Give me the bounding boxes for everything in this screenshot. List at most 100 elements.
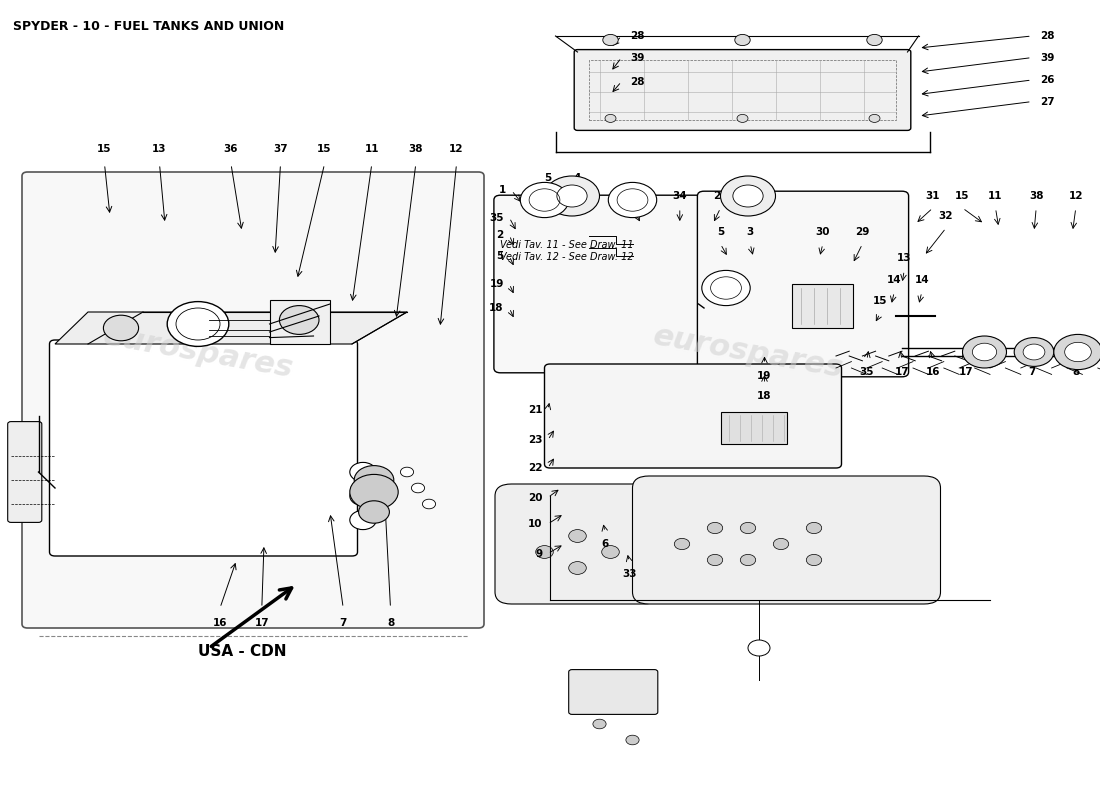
Text: 8: 8 <box>387 618 394 627</box>
Circle shape <box>605 114 616 122</box>
FancyBboxPatch shape <box>494 195 705 373</box>
Circle shape <box>557 185 587 207</box>
Circle shape <box>400 467 414 477</box>
Text: 15: 15 <box>872 296 888 306</box>
Circle shape <box>740 554 756 566</box>
Circle shape <box>1054 334 1100 370</box>
Text: 15: 15 <box>317 144 332 154</box>
Text: 15: 15 <box>955 190 970 201</box>
Text: 12: 12 <box>1068 190 1084 201</box>
Circle shape <box>674 538 690 550</box>
Text: 39: 39 <box>630 53 645 62</box>
FancyBboxPatch shape <box>50 340 358 556</box>
Circle shape <box>720 176 775 216</box>
Text: 28: 28 <box>630 31 645 41</box>
Circle shape <box>167 302 229 346</box>
Circle shape <box>962 336 1006 368</box>
Circle shape <box>707 522 723 534</box>
FancyBboxPatch shape <box>697 191 909 377</box>
Circle shape <box>608 182 657 218</box>
Text: 26: 26 <box>1041 75 1055 85</box>
Text: 38: 38 <box>1028 190 1044 201</box>
Text: 9: 9 <box>536 549 542 558</box>
FancyBboxPatch shape <box>544 364 842 468</box>
FancyBboxPatch shape <box>632 476 940 604</box>
Text: 38: 38 <box>408 144 424 154</box>
Text: 7: 7 <box>340 618 346 627</box>
Circle shape <box>350 462 376 482</box>
Circle shape <box>806 522 822 534</box>
Text: 2: 2 <box>496 230 504 240</box>
Text: 19: 19 <box>757 371 772 381</box>
Text: eurospares: eurospares <box>650 321 846 383</box>
Text: 25: 25 <box>713 190 728 201</box>
Circle shape <box>350 486 376 506</box>
Text: 21: 21 <box>528 405 542 414</box>
Text: 29: 29 <box>855 227 870 237</box>
Text: 17: 17 <box>254 618 270 627</box>
Text: 30: 30 <box>815 227 830 237</box>
Text: 31: 31 <box>925 190 940 201</box>
Text: 35: 35 <box>490 213 504 222</box>
FancyBboxPatch shape <box>569 670 658 714</box>
Circle shape <box>707 554 723 566</box>
Text: 36: 36 <box>223 144 239 154</box>
Text: 20: 20 <box>528 493 542 502</box>
Circle shape <box>1023 344 1045 360</box>
Text: 16: 16 <box>212 618 228 627</box>
Text: 4: 4 <box>574 173 581 183</box>
Circle shape <box>702 270 750 306</box>
Text: 11: 11 <box>364 144 380 154</box>
Circle shape <box>867 34 882 46</box>
Bar <box>720 412 786 444</box>
Circle shape <box>740 522 756 534</box>
Text: 32: 32 <box>938 211 954 221</box>
Circle shape <box>972 343 997 361</box>
Circle shape <box>602 546 619 558</box>
Circle shape <box>544 176 600 216</box>
Circle shape <box>737 114 748 122</box>
Text: 23: 23 <box>528 435 542 445</box>
Circle shape <box>806 554 822 566</box>
Text: 3: 3 <box>747 227 754 237</box>
Circle shape <box>748 640 770 656</box>
FancyBboxPatch shape <box>8 422 42 522</box>
Text: 37: 37 <box>273 144 288 154</box>
Text: eurospares: eurospares <box>100 321 296 383</box>
FancyBboxPatch shape <box>495 484 660 604</box>
Circle shape <box>536 546 553 558</box>
Circle shape <box>569 530 586 542</box>
Text: 5: 5 <box>717 227 724 237</box>
Text: 34: 34 <box>672 190 688 201</box>
Circle shape <box>411 483 425 493</box>
Text: 12: 12 <box>449 144 464 154</box>
Circle shape <box>593 719 606 729</box>
Circle shape <box>279 306 319 334</box>
FancyBboxPatch shape <box>574 50 911 130</box>
Text: 27: 27 <box>1041 97 1055 106</box>
Circle shape <box>359 501 389 523</box>
Text: 13: 13 <box>896 253 912 263</box>
Circle shape <box>569 562 586 574</box>
Text: 1: 1 <box>498 186 506 195</box>
Text: 6: 6 <box>602 539 608 549</box>
Text: 5: 5 <box>496 251 504 261</box>
Text: 16: 16 <box>925 367 940 378</box>
Circle shape <box>350 510 376 530</box>
Circle shape <box>733 185 763 207</box>
Text: 5: 5 <box>544 173 551 183</box>
Text: 35: 35 <box>859 367 874 378</box>
Bar <box>588 60 896 120</box>
Text: 8: 8 <box>1072 367 1079 378</box>
Circle shape <box>626 735 639 745</box>
Text: 13: 13 <box>152 144 167 154</box>
Circle shape <box>1014 338 1054 366</box>
Text: Vedi Tav. 12 - See Draw. 12: Vedi Tav. 12 - See Draw. 12 <box>500 252 634 262</box>
Text: 28: 28 <box>630 77 645 86</box>
Text: 11: 11 <box>988 190 1003 201</box>
FancyBboxPatch shape <box>22 172 484 628</box>
Text: 10: 10 <box>528 519 542 529</box>
Text: 18: 18 <box>490 303 504 313</box>
Bar <box>792 284 852 328</box>
Text: 15: 15 <box>97 144 112 154</box>
